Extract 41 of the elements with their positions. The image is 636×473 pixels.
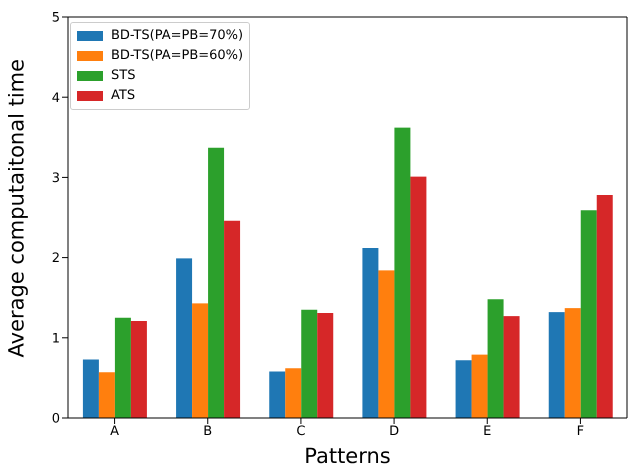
bar [208,148,224,418]
bar [596,195,613,418]
bar [456,360,472,418]
bar [362,248,378,418]
x-tick-label: C [296,424,306,440]
x-axis-title: Patterns [304,444,391,468]
bar [82,359,99,418]
y-tick-label: 4 [52,90,60,106]
bar [285,368,302,418]
bar [378,270,394,418]
legend-label: BD-TS(PA=PB=70%) [111,27,244,45]
bar [504,316,520,418]
legend-label: STS [111,67,136,85]
bar [472,354,488,418]
bar [269,371,286,418]
bar [410,176,426,418]
bar [317,312,334,418]
bar [580,210,597,418]
bar [224,220,240,418]
y-tick-label: 1 [52,331,60,346]
bar [130,320,147,418]
bar [176,258,192,418]
legend-label: BD-TS(PA=PB=60%) [111,47,244,65]
bar [564,308,581,418]
x-tick-label: F [576,424,584,440]
bar [488,299,504,418]
x-tick-label: D [389,424,400,440]
y-tick-label: 5 [52,10,60,26]
x-tick-label: B [203,424,212,440]
legend-label: ATS [111,87,136,105]
bar [192,303,208,418]
x-tick-label: A [110,424,120,440]
y-tick-label: 3 [52,171,60,186]
y-tick-label: 2 [52,251,60,266]
bar [548,312,565,418]
bar [301,310,318,418]
x-tick-label: E [483,424,492,440]
bar [98,372,115,418]
bar [394,128,410,418]
bar [114,318,131,418]
y-tick-label: 0 [52,412,60,427]
